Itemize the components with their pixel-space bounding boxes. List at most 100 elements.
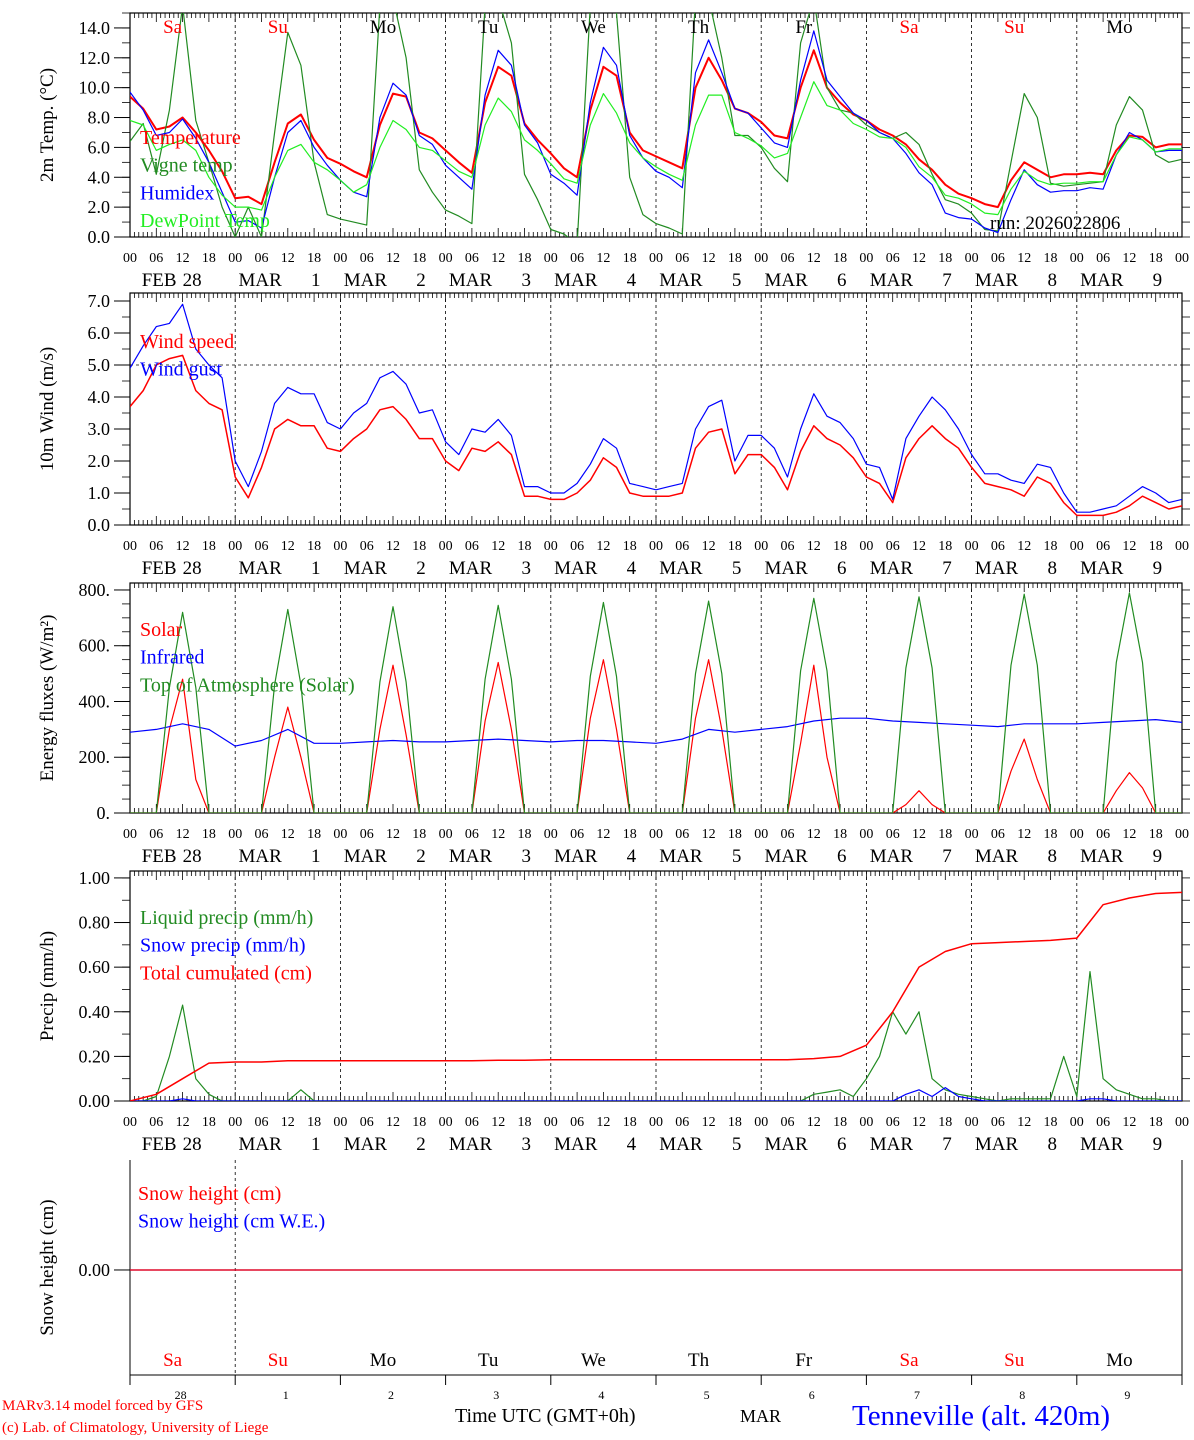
date-day: 9 bbox=[1153, 846, 1163, 867]
weekday-label: Mo bbox=[1106, 17, 1132, 38]
day-number: 8 bbox=[1019, 1388, 1025, 1402]
date-month: MAR bbox=[554, 270, 598, 291]
hour-label: 00 bbox=[544, 1115, 558, 1130]
hour-label: 06 bbox=[1096, 1115, 1110, 1130]
hour-label: 12 bbox=[491, 827, 505, 842]
hour-label: 06 bbox=[255, 539, 269, 554]
hour-label: 18 bbox=[728, 251, 742, 266]
hour-label: 00 bbox=[228, 1115, 242, 1130]
date-month: MAR bbox=[449, 1134, 493, 1155]
series-vigne-temp bbox=[130, 13, 1182, 237]
legend-entry: Wind speed bbox=[140, 331, 234, 353]
y-tick-label: 0.00 bbox=[79, 1260, 111, 1280]
date-day: 3 bbox=[521, 846, 531, 867]
hour-label: 18 bbox=[518, 251, 532, 266]
hour-label: 18 bbox=[938, 539, 952, 554]
day-number: 28 bbox=[175, 1388, 187, 1402]
date-day: 5 bbox=[732, 270, 742, 291]
hour-label: 06 bbox=[991, 539, 1005, 554]
date-month: MAR bbox=[975, 1134, 1019, 1155]
hour-label: 12 bbox=[1017, 539, 1031, 554]
weekday-label: Sa bbox=[900, 1350, 920, 1371]
legend-entry: Solar bbox=[140, 619, 183, 641]
y-tick-label: 0.40 bbox=[79, 1002, 111, 1022]
hour-label: 06 bbox=[886, 251, 900, 266]
lab-credit: (c) Lab. of Climatology, University of L… bbox=[2, 1420, 269, 1436]
y-tick-label: 3.0 bbox=[88, 419, 111, 439]
date-month: MAR bbox=[344, 558, 388, 579]
hour-label: 06 bbox=[255, 1115, 269, 1130]
hour-label: 18 bbox=[833, 1115, 847, 1130]
hour-label: 12 bbox=[281, 251, 295, 266]
hour-label: 06 bbox=[570, 251, 584, 266]
legend-entry: Humidex bbox=[140, 182, 214, 204]
legend-entry: Snow height (cm) bbox=[138, 1183, 281, 1205]
hour-label: 00 bbox=[1070, 1115, 1084, 1130]
hour-label: 00 bbox=[1175, 1115, 1189, 1130]
hour-label: 18 bbox=[833, 827, 847, 842]
hour-label: 18 bbox=[623, 539, 637, 554]
y-tick-label: 4.0 bbox=[88, 387, 111, 407]
legend-entry: Snow precip (mm/h) bbox=[140, 935, 306, 957]
panel-energy: 0. 200. 400. 600. 800. Energy fluxes (W/m²) So… bbox=[37, 580, 1190, 867]
date-month: MAR bbox=[659, 270, 703, 291]
series-liquid-precip-mm-h bbox=[130, 970, 1182, 1101]
hour-label: 18 bbox=[1149, 827, 1163, 842]
hour-label: 00 bbox=[544, 827, 558, 842]
hour-label: 00 bbox=[754, 539, 768, 554]
date-month: MAR bbox=[449, 846, 493, 867]
hour-label: 12 bbox=[807, 1115, 821, 1130]
weekday-label: Fr bbox=[795, 17, 813, 38]
hour-label: 00 bbox=[333, 539, 347, 554]
hour-label: 18 bbox=[938, 251, 952, 266]
y-tick-label: 1.0 bbox=[88, 483, 111, 503]
panel-precip: 0.00 0.20 0.40 0.60 0.80 1.00 Precip (mm/h) Liq… bbox=[37, 868, 1190, 1155]
y-axis-label: Energy fluxes (W/m²) bbox=[37, 615, 58, 782]
hour-label: 06 bbox=[360, 539, 374, 554]
hour-label: 00 bbox=[439, 251, 453, 266]
weekday-label: Fr bbox=[795, 1350, 813, 1371]
hour-label: 06 bbox=[675, 1115, 689, 1130]
date-day: 28 bbox=[183, 846, 202, 867]
series-humidex bbox=[130, 30, 1182, 234]
hour-label: 06 bbox=[675, 539, 689, 554]
y-tick-label: 14.0 bbox=[79, 18, 111, 38]
date-day: 1 bbox=[311, 270, 321, 291]
series-temperature bbox=[130, 49, 1182, 209]
day-number: 9 bbox=[1124, 1388, 1130, 1402]
date-month: FEB bbox=[142, 846, 177, 867]
hour-label: 12 bbox=[1122, 1115, 1136, 1130]
hour-label: 00 bbox=[859, 827, 873, 842]
date-month: MAR bbox=[1080, 558, 1124, 579]
weekday-label: Mo bbox=[1106, 1350, 1132, 1371]
date-day: 7 bbox=[942, 1134, 952, 1155]
hour-label: 18 bbox=[833, 251, 847, 266]
hour-label: 06 bbox=[991, 827, 1005, 842]
hour-label: 00 bbox=[1175, 539, 1189, 554]
date-day: 7 bbox=[942, 558, 952, 579]
hour-label: 00 bbox=[1070, 251, 1084, 266]
hour-label: 18 bbox=[412, 1115, 426, 1130]
date-month: MAR bbox=[554, 558, 598, 579]
hour-label: 06 bbox=[360, 251, 374, 266]
hour-label: 12 bbox=[281, 539, 295, 554]
hour-label: 06 bbox=[886, 1115, 900, 1130]
hour-label: 18 bbox=[728, 539, 742, 554]
weekday-label: Tu bbox=[478, 17, 499, 38]
hour-label: 06 bbox=[360, 1115, 374, 1130]
time-axis-label: Time UTC (GMT+0h) bbox=[455, 1405, 636, 1427]
legend-entry: DewPoint Temp bbox=[140, 210, 270, 232]
hour-label: 18 bbox=[307, 1115, 321, 1130]
y-tick-label: 8.0 bbox=[88, 108, 111, 128]
y-tick-label: 0.00 bbox=[79, 1091, 111, 1111]
hour-label: 00 bbox=[123, 1115, 137, 1130]
hour-label: 06 bbox=[255, 827, 269, 842]
date-day: 6 bbox=[837, 558, 847, 579]
y-tick-label: 600. bbox=[79, 636, 111, 656]
y-tick-label: 0. bbox=[97, 803, 111, 823]
hour-label: 00 bbox=[965, 251, 979, 266]
hour-label: 12 bbox=[702, 251, 716, 266]
date-day: 8 bbox=[1047, 846, 1057, 867]
hour-label: 12 bbox=[807, 827, 821, 842]
hour-label: 18 bbox=[1044, 1115, 1058, 1130]
